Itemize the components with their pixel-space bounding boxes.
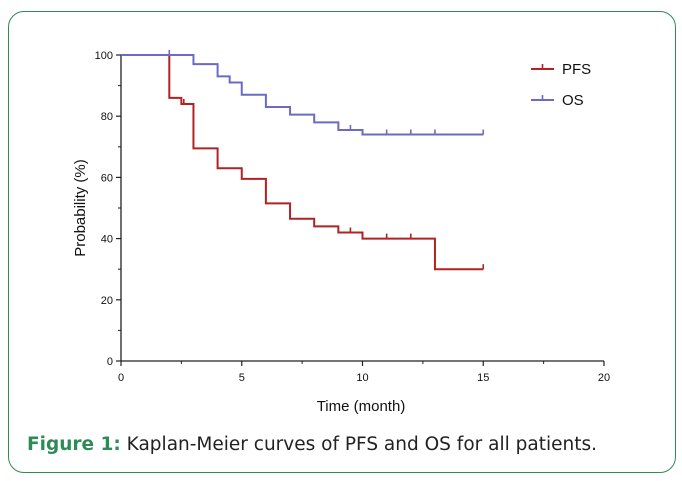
legend: PFS OS [531,61,591,109]
y-tick-label: 100 [95,50,113,62]
y-tick-label: 60 [101,172,113,184]
y-tick-label: 20 [101,295,113,307]
x-tick-label: 10 [356,372,368,384]
x-axis-label: Time (month) [317,398,406,415]
y-tick-label: 40 [101,234,113,246]
figure-caption: Figure 1: Kaplan-Meier curves of PFS and… [27,434,597,455]
x-tick-label: 20 [598,372,610,384]
x-tick-label: 15 [477,372,489,384]
legend-label-pfs: PFS [562,61,591,78]
y-tick-label: 80 [101,111,113,123]
figure-card [8,11,676,473]
y-axis-label: Probability (%) [72,159,89,257]
axes: 0 5 10 15 20 0 20 40 60 80 100 [95,50,610,384]
legend-label-os: OS [562,92,584,109]
x-tick-label: 5 [239,372,245,384]
os-curve [121,54,484,136]
x-tick-label: 0 [118,372,124,384]
caption-label: Figure 1: [27,434,121,455]
pfs-curve [121,54,484,271]
series-layer [121,50,485,271]
y-tick-label: 0 [107,356,113,368]
caption-text: Kaplan-Meier curves of PFS and OS for al… [120,434,597,455]
